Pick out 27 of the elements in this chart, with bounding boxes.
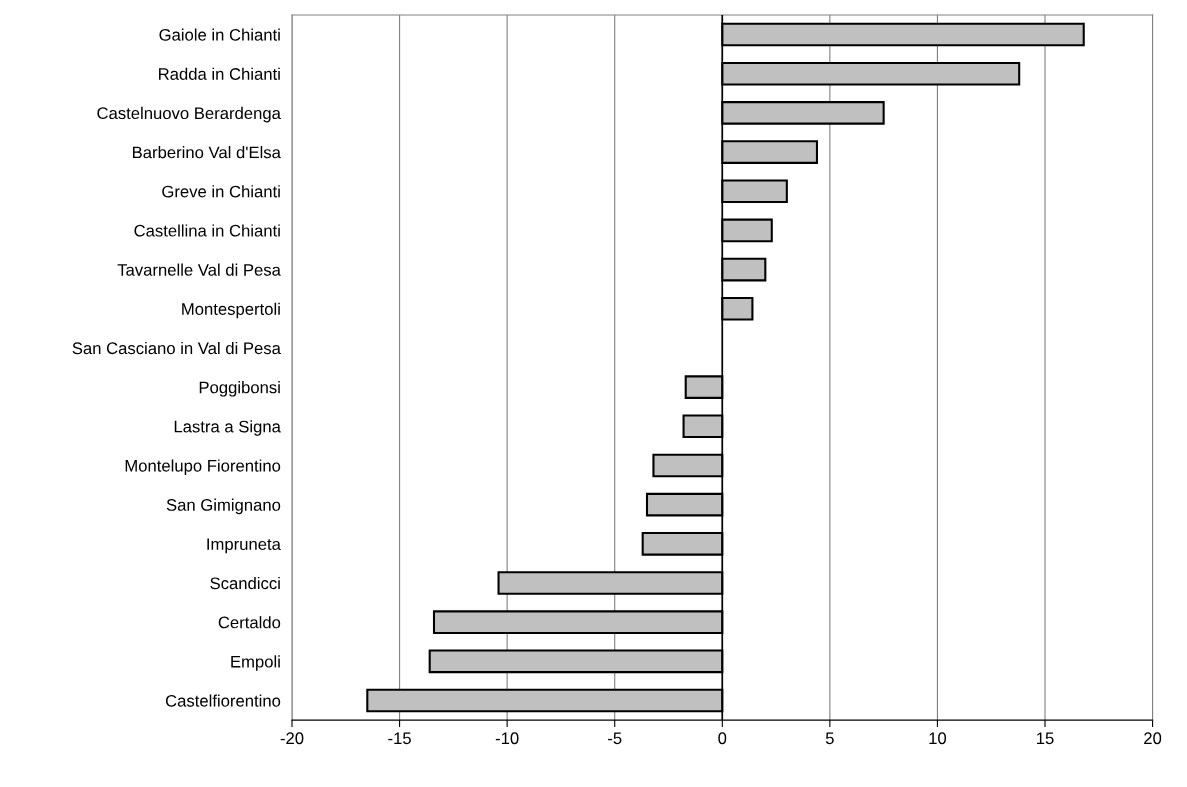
x-tick-label: 15 — [1037, 732, 1054, 745]
y-tick-label: Empoli — [231, 655, 280, 671]
x-tick-label: -10 — [495, 732, 519, 745]
x-tick-label: -5 — [608, 732, 622, 745]
y-tick-label: Montelupo Fiorentino — [125, 459, 281, 475]
y-tick-label: Barberino Val d'Elsa — [133, 146, 281, 159]
x-tick-label: 0 — [718, 732, 727, 745]
y-tick-label: Impruneta — [207, 538, 281, 554]
y-tick-label: Tavarnelle Val di Pesa — [117, 263, 281, 276]
x-tick-label: -20 — [280, 732, 304, 745]
y-tick-label: Greve in Chianti — [162, 185, 280, 198]
y-tick-label: Montespertoli — [182, 302, 280, 319]
y-tick-label: Radda in Chianti — [159, 67, 280, 80]
y-tick-label: Castellina in Chianti — [134, 224, 280, 237]
y-tick-label: Castelnuovo Berardenga — [97, 106, 281, 123]
y-tick-label: Castelfiorentino — [165, 694, 281, 707]
x-tick-label: -15 — [388, 732, 411, 745]
y-tick-label: Lastra a Signa — [174, 420, 281, 436]
x-tick-label: 10 — [929, 732, 947, 745]
y-tick-label: Poggibonsi — [199, 381, 280, 397]
y-tick-label: San Casciano in Val di Pesa — [72, 341, 281, 355]
x-tick-label: 20 — [1144, 732, 1162, 745]
y-tick-label: San Gimignano — [166, 498, 281, 515]
y-tick-label: Gaiole in Chianti — [159, 28, 280, 41]
x-tick-label: 5 — [825, 732, 834, 745]
y-tick-label: Certaldo — [218, 616, 281, 629]
y-tick-label: Scandicci — [210, 576, 280, 590]
